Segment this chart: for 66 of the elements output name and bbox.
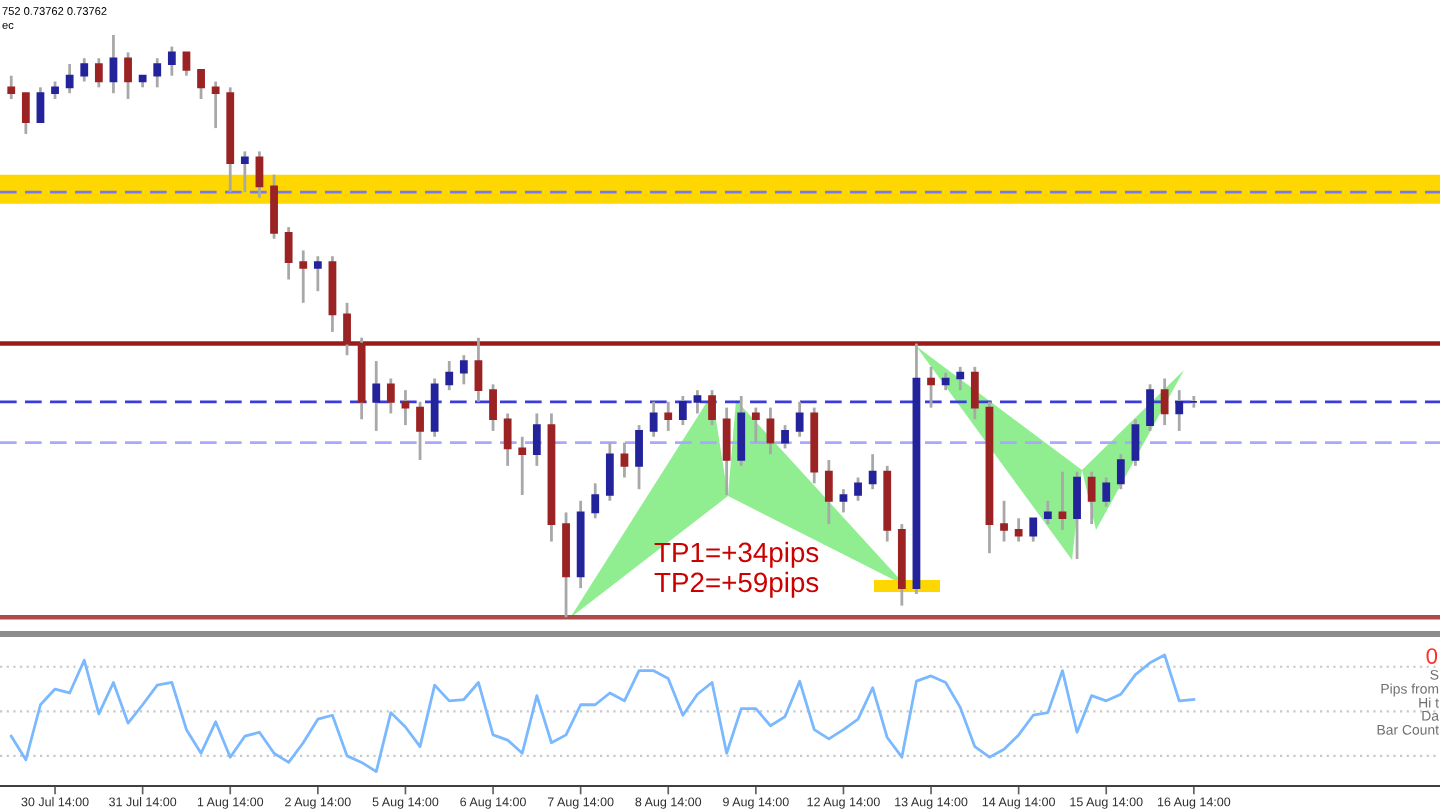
candlestick xyxy=(1029,516,1038,543)
candlestick xyxy=(153,56,162,89)
candlestick xyxy=(211,80,220,130)
candlestick xyxy=(167,45,176,78)
candlestick xyxy=(532,412,541,468)
annotation: TP1=+34pips xyxy=(654,541,819,568)
candlestick xyxy=(781,423,789,450)
candlestick xyxy=(284,225,293,281)
candlestick xyxy=(591,481,600,520)
candlestick xyxy=(182,51,191,78)
candlestick xyxy=(1014,516,1023,543)
candlestick xyxy=(649,400,658,439)
candlestick xyxy=(1087,470,1096,526)
candlestick xyxy=(737,394,746,468)
annotation: TP2=+59pips xyxy=(654,571,819,598)
candlestick xyxy=(197,68,205,101)
candlestick xyxy=(270,173,278,241)
candlestick xyxy=(1160,377,1169,427)
candlestick xyxy=(839,487,848,514)
candlestick xyxy=(94,56,103,89)
candlestick xyxy=(503,412,512,468)
candlestick xyxy=(430,377,439,439)
candlestick xyxy=(109,33,118,95)
candlestick xyxy=(708,388,716,427)
candlestick xyxy=(1175,388,1184,433)
candlestick xyxy=(605,441,614,503)
candlestick xyxy=(751,406,760,444)
candlestick xyxy=(489,382,497,433)
candlestick xyxy=(956,365,965,392)
candlestick xyxy=(1146,382,1154,433)
candlestick xyxy=(970,365,979,421)
candlestick xyxy=(416,400,424,462)
candlestick xyxy=(824,458,833,526)
candlestick xyxy=(255,150,264,200)
annotation: 0 xyxy=(1426,648,1438,664)
candlestick xyxy=(445,359,454,392)
candlestick xyxy=(1073,470,1081,561)
candlestick xyxy=(722,406,731,497)
candlestick xyxy=(7,74,16,101)
candlestick xyxy=(299,249,308,305)
candlestick xyxy=(766,406,775,456)
candlestick xyxy=(21,91,30,136)
candlestick xyxy=(1043,499,1052,526)
candlestick xyxy=(664,400,673,433)
candlestick xyxy=(635,423,643,491)
candlestick xyxy=(678,394,687,427)
candlestick xyxy=(65,62,74,95)
candlestick xyxy=(868,452,877,491)
candlestick xyxy=(80,56,89,83)
candlestick xyxy=(459,353,468,386)
candlestick xyxy=(1102,476,1111,509)
candlestick xyxy=(795,400,804,439)
candlestick xyxy=(620,441,629,479)
candlestick xyxy=(1000,499,1008,543)
candlestick xyxy=(927,365,935,410)
candlestick xyxy=(1116,452,1125,491)
candlestick xyxy=(854,476,862,503)
candlestick xyxy=(240,150,249,194)
candlestick xyxy=(386,377,395,415)
candlestick xyxy=(36,85,45,124)
candlestick xyxy=(313,254,322,293)
candlestick xyxy=(693,388,702,415)
candlestick xyxy=(1131,417,1140,468)
candlestick xyxy=(372,359,381,433)
candlestick xyxy=(518,435,527,497)
candlestick xyxy=(124,51,132,101)
